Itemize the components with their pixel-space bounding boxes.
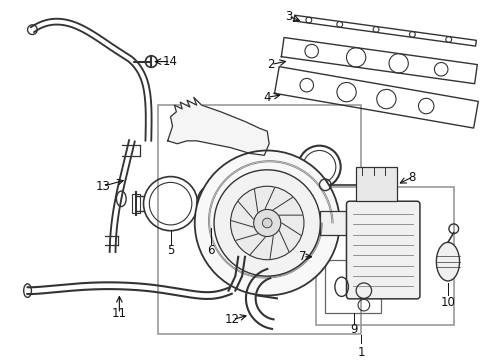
Circle shape: [214, 170, 320, 276]
Text: 7: 7: [299, 250, 307, 263]
Text: 9: 9: [350, 323, 358, 336]
Bar: [320, 211, 354, 235]
Bar: [132, 194, 140, 213]
Text: 2: 2: [268, 58, 275, 71]
Ellipse shape: [437, 242, 460, 281]
Text: 1: 1: [357, 346, 365, 359]
Text: 4: 4: [264, 91, 271, 104]
Bar: [158, 105, 361, 334]
Text: 3: 3: [285, 10, 292, 23]
Text: 5: 5: [167, 243, 174, 257]
Circle shape: [230, 186, 304, 260]
Circle shape: [263, 218, 272, 228]
Bar: [356, 167, 397, 201]
Text: 8: 8: [409, 171, 416, 184]
Text: 13: 13: [96, 180, 110, 193]
Text: 11: 11: [112, 307, 127, 320]
Polygon shape: [168, 97, 269, 155]
Bar: [325, 260, 381, 313]
Circle shape: [195, 150, 340, 296]
Text: 14: 14: [163, 55, 178, 68]
Text: 10: 10: [441, 296, 455, 309]
Text: 12: 12: [225, 313, 240, 326]
Bar: [316, 187, 454, 325]
FancyBboxPatch shape: [346, 201, 420, 299]
Circle shape: [254, 210, 281, 237]
Text: 6: 6: [207, 243, 215, 257]
